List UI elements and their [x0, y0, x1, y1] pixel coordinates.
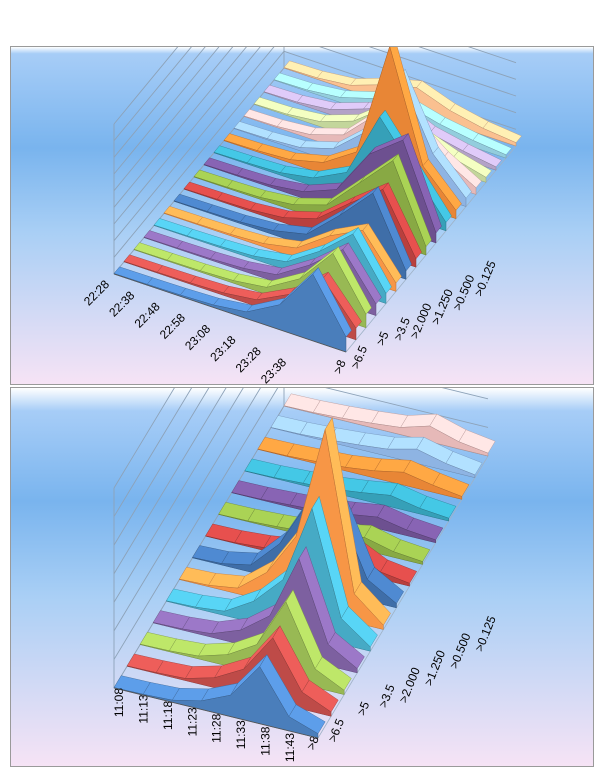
- chart-bottom-time-label: 11:18: [161, 701, 175, 730]
- chart-bottom-series-13: [270, 415, 483, 479]
- chart-top-series-9-top-4: [293, 197, 333, 206]
- chart-bottom-gridline: [113, 388, 210, 546]
- chart-top-gridline: [113, 47, 206, 158]
- chart-bottom-time-label: 11:38: [259, 726, 273, 755]
- chart-bottom-time-label: 11:28: [210, 713, 224, 742]
- chart-bottom-series-12: [257, 436, 470, 500]
- chart-bottom-gridline: [113, 388, 489, 632]
- chart-bottom-gridline: [113, 388, 193, 517]
- chart-top-series-15-top-3: [319, 114, 360, 122]
- chart-top-series-14-top-3: [309, 127, 350, 136]
- chart-panel-bottom: 0200040006000800010000120001400011:0811:…: [10, 387, 594, 767]
- chart-top-category-label: >5: [373, 329, 391, 347]
- chart-bottom-time-label: 11:08: [112, 688, 126, 717]
- chart-bottom-gridline: [113, 388, 244, 603]
- chart-top-gridline: [113, 47, 179, 125]
- chart-top-svg: 010002000300040005000600070008000900022:…: [11, 47, 593, 384]
- chart-bottom-series: [113, 393, 496, 739]
- chart-bottom-svg: 0200040006000800010000120001400011:0811:…: [11, 388, 593, 766]
- chart-top-gridline: [113, 47, 517, 241]
- chart-panel-top: 010002000300040005000600070008000900022:…: [10, 46, 594, 385]
- chart-top-series-16-top-3: [329, 102, 370, 110]
- chart-top-gridline: [113, 47, 517, 208]
- chart-bottom-gridline: [113, 388, 227, 574]
- chart-top-gridline: [113, 47, 192, 141]
- chart-bottom-time-label: 11:23: [185, 707, 199, 736]
- chart-bottom-series-1: [113, 654, 326, 739]
- chart-bottom-series-12-area: [257, 448, 463, 500]
- chart-bottom-gridline: [113, 388, 489, 660]
- chart-bottom-gridline: [113, 388, 175, 489]
- chart-bottom-time-label: 11:13: [136, 694, 150, 723]
- chart-bottom-time-label: 11:43: [283, 733, 297, 762]
- chart-bottom-series-11-area: [244, 470, 450, 522]
- chart-top-x-axis: [113, 273, 347, 353]
- chart-top-category-label: >8: [331, 357, 349, 375]
- chart-top-gridline: [113, 47, 220, 175]
- chart-top-gridline: [113, 47, 517, 225]
- chart-bottom-time-label: 11:33: [234, 720, 248, 749]
- chart-bottom-category-label: >5: [354, 699, 372, 717]
- chart-bottom-x-axis: [113, 687, 319, 739]
- chart-top-gridline: [113, 47, 517, 191]
